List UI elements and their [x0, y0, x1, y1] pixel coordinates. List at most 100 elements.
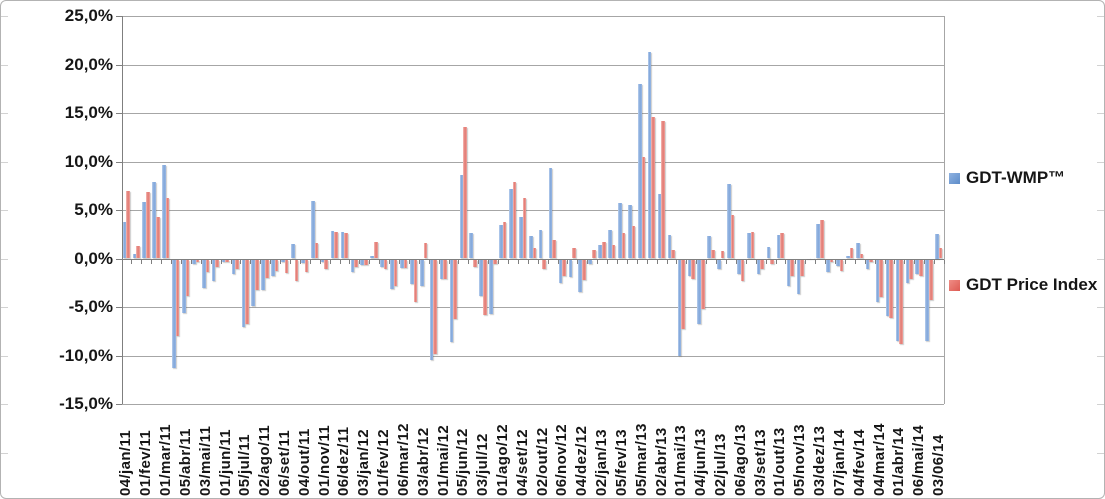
bar-gdt-wmp — [717, 259, 721, 270]
x-axis-tick — [240, 259, 242, 264]
x-axis-label: 05/abr/11 — [176, 428, 194, 496]
bar-gdt-price-index — [710, 249, 715, 259]
bar-gdt-wmp — [241, 259, 246, 328]
x-axis-tick — [795, 259, 797, 264]
x-axis-label: 04/jan/11 — [117, 429, 135, 496]
bar-gdt-price-index — [899, 259, 903, 344]
x-axis-tick — [319, 259, 321, 264]
bar-gdt-wmp — [737, 259, 741, 275]
x-axis-tick — [418, 259, 420, 264]
gridline — [121, 64, 944, 66]
bar-gdt-price-index — [601, 242, 606, 259]
bar-gdt-wmp — [489, 259, 493, 314]
x-axis-tick — [775, 259, 777, 264]
bar-gdt-price-index — [304, 259, 309, 273]
bar-gdt-price-index — [859, 253, 864, 259]
bar-gdt-price-index — [800, 259, 804, 276]
x-axis-tick — [577, 259, 579, 264]
bar-gdt-wmp — [182, 259, 186, 313]
bar-gdt-price-index — [413, 259, 418, 303]
bar-gdt-wmp — [816, 223, 820, 259]
bar-gdt-wmp — [855, 242, 860, 259]
x-axis-label: 02/ago/11 — [256, 424, 274, 496]
bar-gdt-price-index — [235, 259, 239, 270]
x-axis-tick — [537, 259, 539, 264]
x-axis-label: 03/06/14 — [930, 434, 948, 496]
y-axis-line — [121, 16, 123, 404]
bar-gdt-price-index — [631, 226, 636, 259]
x-axis-tick — [161, 259, 163, 264]
edge-mark-left — [1, 258, 8, 260]
edge-mark-left — [1, 64, 8, 66]
bar-gdt-price-index — [245, 259, 249, 325]
bar-gdt-price-index — [146, 191, 150, 259]
x-axis-tick — [180, 259, 182, 264]
x-axis-tick — [646, 259, 648, 264]
bar-gdt-wmp — [221, 259, 226, 263]
legend-item-gdt-price-index: GDT Price Index — [949, 275, 1097, 295]
bar-gdt-price-index — [542, 259, 547, 270]
bar-gdt-wmp — [935, 234, 939, 259]
plot-right-border — [944, 16, 945, 404]
bar-gdt-wmp — [301, 259, 305, 264]
bar-gdt-price-index — [909, 259, 913, 279]
bar-gdt-price-index — [661, 120, 665, 259]
x-axis-label: 01/fev/12 — [375, 429, 393, 496]
edge-mark-left — [1, 307, 8, 308]
x-axis-tick — [616, 259, 618, 264]
bar-gdt-wmp — [469, 233, 474, 259]
bar-gdt-price-index — [552, 240, 556, 259]
edge-mark-left — [1, 113, 8, 114]
x-axis-label: 02/jan/13 — [593, 429, 611, 496]
x-axis-tick — [280, 259, 282, 264]
bar-gdt-price-index — [532, 247, 537, 259]
bar-gdt-wmp — [637, 83, 642, 259]
bar-gdt-price-index — [839, 259, 844, 272]
bar-gdt-wmp — [400, 259, 404, 269]
bar-gdt-price-index — [671, 249, 675, 259]
bar-gdt-price-index — [383, 259, 388, 270]
bar-gdt-wmp — [330, 231, 335, 259]
x-axis-tick — [299, 259, 301, 264]
y-axis-tick — [115, 404, 122, 405]
x-axis-tick — [656, 259, 658, 264]
legend-item-gdt-wmp: GDT-WMP™ — [949, 168, 1065, 188]
gridline — [121, 307, 944, 308]
x-axis-tick — [121, 259, 123, 264]
bar-gdt-price-index — [373, 242, 378, 259]
x-axis-tick — [607, 259, 609, 264]
y-axis-tick — [115, 355, 122, 357]
bar-gdt-wmp — [310, 201, 315, 259]
x-axis-label: 01/abr/14 — [890, 427, 908, 496]
legend-label-gdt-price-index: GDT Price Index — [966, 275, 1098, 294]
bar-gdt-price-index — [701, 259, 705, 309]
x-axis-tick — [904, 259, 906, 264]
y-axis-label: 20,0% — [64, 54, 113, 74]
bar-gdt-price-index — [324, 259, 329, 270]
x-axis-tick — [250, 259, 252, 264]
x-axis-label: 02/out/12 — [533, 427, 551, 496]
bar-gdt-wmp — [519, 216, 523, 259]
bar-gdt-price-index — [750, 232, 755, 259]
x-axis-tick — [507, 259, 509, 264]
bar-gdt-wmp — [578, 259, 583, 293]
x-axis-tick — [339, 259, 341, 264]
x-axis-tick — [844, 259, 846, 264]
bar-gdt-wmp — [568, 259, 573, 277]
bar-gdt-price-index — [928, 259, 933, 301]
bar-gdt-price-index — [274, 259, 279, 272]
x-axis-label: 02/jul/13 — [712, 433, 730, 496]
gridline — [121, 210, 944, 211]
x-axis-label: 01/mar/11 — [157, 424, 175, 496]
x-axis-label: 03/jan/12 — [355, 429, 373, 496]
bar-gdt-price-index — [770, 259, 774, 265]
bar-gdt-price-index — [780, 233, 784, 259]
bar-gdt-price-index — [215, 259, 220, 268]
bar-gdt-wmp — [340, 232, 345, 259]
bar-gdt-price-index — [522, 198, 527, 259]
bar-gdt-price-index — [354, 259, 358, 268]
bar-gdt-wmp — [786, 259, 791, 286]
x-axis-label: 04/dez/12 — [573, 425, 591, 496]
x-axis-tick — [745, 259, 747, 264]
x-axis-label: 03/abr/12 — [414, 427, 432, 496]
